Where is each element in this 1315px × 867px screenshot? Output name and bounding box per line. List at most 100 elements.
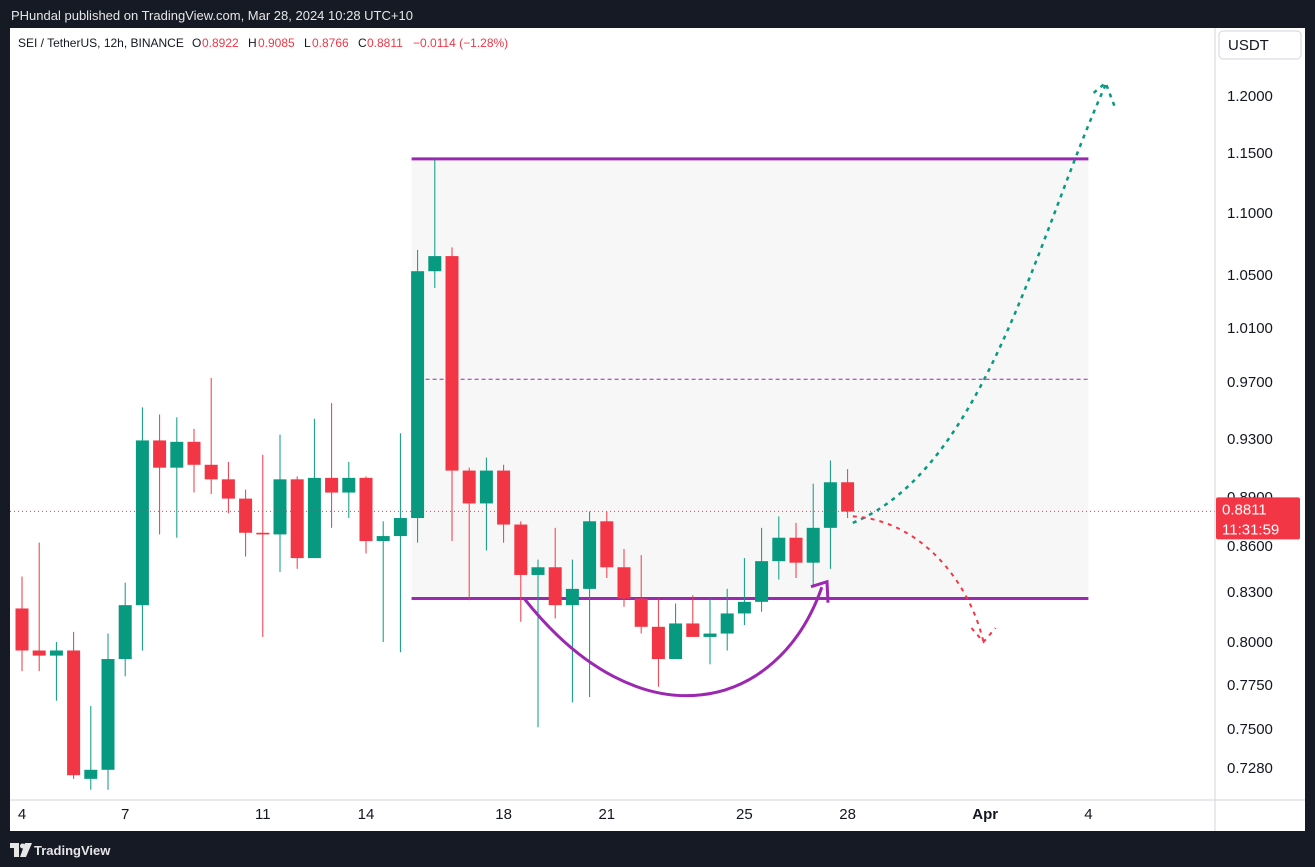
candle[interactable]	[67, 631, 81, 779]
candle[interactable]	[651, 598, 665, 687]
candle[interactable]	[686, 595, 700, 637]
price-tick-label: 1.1000	[1227, 205, 1273, 222]
candle[interactable]	[342, 461, 356, 519]
candle-body	[823, 482, 837, 528]
candle[interactable]	[634, 555, 648, 634]
bullish-projection-arrow[interactable]	[852, 84, 1107, 525]
candle-body	[428, 256, 442, 272]
candle-body	[359, 477, 373, 542]
candle[interactable]	[823, 460, 837, 569]
candle-body	[669, 623, 683, 660]
candle[interactable]	[359, 476, 373, 554]
time-scale[interactable]: 4 7 11 14 18 21 25 28 Apr 4	[18, 806, 1093, 823]
candle-body	[703, 633, 717, 637]
rounded-bottom-arrowhead	[810, 579, 830, 603]
symbol-description: SEI / TetherUS, 12h, BINANCE	[18, 36, 184, 50]
chart-svg[interactable]: 1.2000 1.1500 1.1000 1.0500 1.0100 0.9700 0.93…	[10, 28, 1305, 831]
candle[interactable]	[307, 418, 321, 559]
low-label: L	[304, 36, 311, 50]
candle[interactable]	[170, 417, 184, 538]
candle[interactable]	[789, 522, 803, 579]
candle-body	[84, 769, 98, 779]
ohlc-legend: SEI / TetherUS, 12h, BINANCE O 0.8922 H …	[18, 36, 508, 50]
candle[interactable]	[703, 598, 717, 665]
candle-body	[153, 440, 167, 468]
candle[interactable]	[49, 642, 63, 701]
range-box-fill[interactable]	[411, 158, 1089, 599]
chart-frame[interactable]: 1.2000 1.1500 1.1000 1.0500 1.0100 0.9700 0.93…	[10, 28, 1305, 831]
candle[interactable]	[273, 434, 287, 572]
candle-body	[806, 527, 820, 563]
close-label: C	[358, 36, 367, 50]
candle[interactable]	[428, 158, 442, 289]
candle-body	[204, 464, 218, 480]
candle[interactable]	[325, 403, 339, 528]
candle[interactable]	[617, 549, 631, 607]
candle[interactable]	[514, 521, 528, 622]
candle[interactable]	[256, 454, 270, 637]
candle[interactable]	[187, 428, 201, 493]
candle-body	[118, 605, 132, 660]
candle-body	[307, 477, 321, 559]
time-tick-label: 4	[1084, 806, 1092, 823]
candle[interactable]	[806, 483, 820, 588]
candle[interactable]	[204, 377, 218, 495]
price-scale[interactable]: 1.2000 1.1500 1.1000 1.0500 1.0100 0.9700 0.93…	[1227, 88, 1273, 777]
candle-body	[462, 470, 476, 504]
candle[interactable]	[462, 467, 476, 601]
time-tick-label: 25	[736, 806, 753, 823]
candle[interactable]	[479, 457, 493, 551]
candle[interactable]	[32, 542, 46, 672]
candle[interactable]	[376, 521, 390, 642]
candle[interactable]	[239, 489, 253, 557]
currency-label: USDT	[1228, 37, 1269, 54]
candle-body	[256, 532, 270, 535]
candle[interactable]	[445, 247, 459, 542]
candle-body	[49, 650, 63, 656]
price-change: −0.0114 (−1.28%)	[413, 36, 508, 50]
open-value: 0.8922	[202, 36, 239, 50]
candle[interactable]	[600, 511, 614, 579]
drawings-layer	[523, 80, 1117, 698]
footer-bar: TradingView	[0, 831, 1315, 867]
candle[interactable]	[153, 414, 167, 535]
candle[interactable]	[548, 527, 562, 619]
price-tick-label: 0.9300	[1227, 431, 1273, 448]
candle-body	[565, 588, 579, 606]
candle[interactable]	[221, 461, 235, 514]
candle-body	[583, 521, 597, 589]
candle[interactable]	[755, 527, 769, 612]
candle[interactable]	[393, 433, 407, 653]
candle[interactable]	[411, 249, 425, 543]
candle[interactable]	[772, 516, 786, 580]
range-box-layer	[411, 157, 1089, 601]
time-tick-label: 4	[18, 806, 26, 823]
rounded-bottom-arc[interactable]	[523, 586, 824, 698]
time-tick-label: 18	[495, 806, 512, 823]
candle[interactable]	[720, 588, 734, 651]
price-tick-label: 1.0100	[1227, 320, 1273, 337]
candle-body	[376, 536, 390, 542]
candle-body	[325, 477, 339, 493]
candle-body	[273, 479, 287, 535]
candle[interactable]	[84, 705, 98, 790]
candle[interactable]	[118, 582, 132, 677]
candle[interactable]	[531, 559, 545, 728]
candle-body	[101, 659, 115, 770]
candle[interactable]	[841, 469, 855, 519]
currency-button[interactable]: USDT	[1218, 30, 1302, 60]
candle[interactable]	[101, 633, 115, 790]
price-tick-label: 0.8600	[1227, 538, 1273, 555]
candle-body	[445, 256, 459, 471]
candle[interactable]	[565, 559, 579, 703]
candle[interactable]	[737, 558, 751, 626]
candle[interactable]	[669, 603, 683, 660]
candle[interactable]	[583, 511, 597, 698]
low-value: 0.8766	[312, 36, 349, 50]
candle[interactable]	[15, 576, 29, 672]
publisher-text: PHundal published on TradingView.com, Ma…	[11, 8, 413, 23]
candle-body	[789, 537, 803, 563]
candle[interactable]	[290, 476, 304, 569]
candle[interactable]	[135, 407, 149, 651]
candle-body	[617, 567, 631, 599]
